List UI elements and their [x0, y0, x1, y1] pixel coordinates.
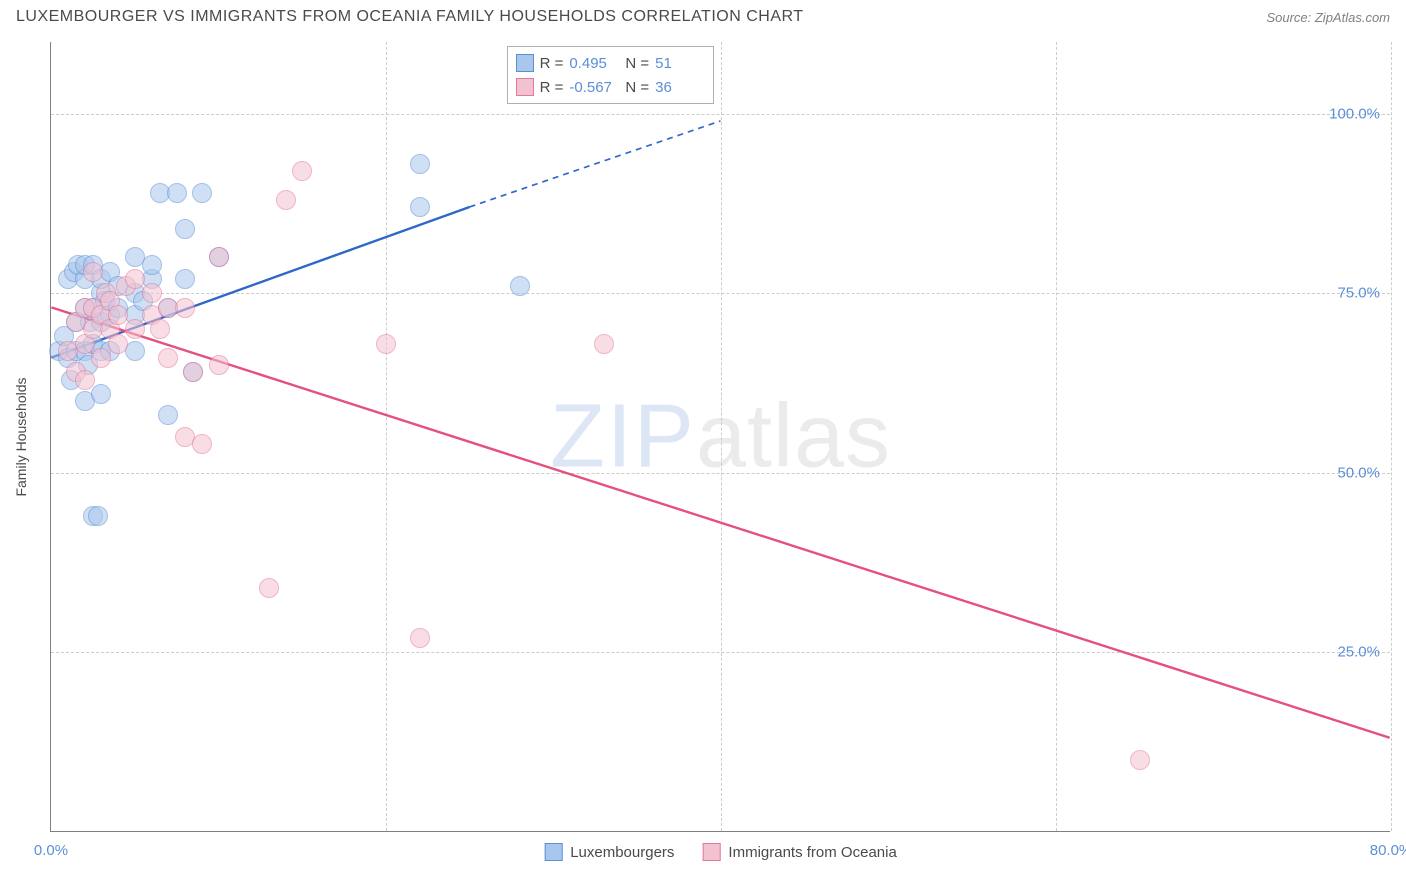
y-axis-label: Family Households — [13, 377, 29, 496]
legend-swatch-2 — [702, 843, 720, 861]
data-point — [292, 161, 312, 181]
data-point — [108, 305, 128, 325]
data-point — [410, 154, 430, 174]
data-point — [158, 348, 178, 368]
watermark-zip: ZIP — [550, 386, 696, 486]
gridline-h — [51, 473, 1390, 474]
data-point — [259, 578, 279, 598]
data-point — [410, 197, 430, 217]
chart-title: LUXEMBOURGER VS IMMIGRANTS FROM OCEANIA … — [16, 8, 804, 26]
data-point — [108, 334, 128, 354]
data-point — [183, 362, 203, 382]
y-tick-label: 25.0% — [1337, 644, 1380, 661]
stat-value-n: 36 — [655, 79, 705, 96]
data-point — [276, 190, 296, 210]
data-point — [175, 269, 195, 289]
stats-swatch — [516, 78, 534, 96]
stats-swatch — [516, 54, 534, 72]
data-point — [510, 276, 530, 296]
data-point — [594, 334, 614, 354]
legend-label-1: Luxembourgers — [570, 844, 674, 861]
data-point — [192, 434, 212, 454]
gridline-v — [1056, 42, 1057, 831]
legend-label-2: Immigrants from Oceania — [728, 844, 896, 861]
data-point — [209, 355, 229, 375]
data-point — [410, 628, 430, 648]
watermark-atlas: atlas — [696, 386, 891, 486]
stats-row: R = -0.567 N = 36 — [516, 75, 706, 99]
data-point — [175, 298, 195, 318]
stat-label-n: N = — [625, 79, 649, 96]
x-tick-label: 0.0% — [34, 842, 68, 859]
data-point — [192, 183, 212, 203]
stats-row: R = 0.495 N = 51 — [516, 51, 706, 75]
data-point — [158, 405, 178, 425]
data-point — [142, 255, 162, 275]
data-point — [376, 334, 396, 354]
legend-swatch-1 — [544, 843, 562, 861]
data-point — [1130, 750, 1150, 770]
data-point — [88, 506, 108, 526]
correlation-stats-box: R = 0.495 N = 51 R = -0.567 N = 36 — [507, 46, 715, 104]
data-point — [167, 183, 187, 203]
data-point — [91, 384, 111, 404]
chart-legend: Luxembourgers Immigrants from Oceania — [544, 843, 897, 861]
data-point — [83, 262, 103, 282]
y-tick-label: 75.0% — [1337, 285, 1380, 302]
data-point — [125, 269, 145, 289]
source-attribution: Source: ZipAtlas.com — [1266, 10, 1390, 25]
gridline-v — [1391, 42, 1392, 831]
gridline-h — [51, 652, 1390, 653]
stat-value-r: -0.567 — [569, 79, 619, 96]
stat-label-r: R = — [540, 79, 564, 96]
gridline-h — [51, 293, 1390, 294]
gridline-v — [721, 42, 722, 831]
stat-value-n: 51 — [655, 55, 705, 72]
stat-label-r: R = — [540, 55, 564, 72]
data-point — [175, 219, 195, 239]
stat-value-r: 0.495 — [569, 55, 619, 72]
data-point — [142, 283, 162, 303]
data-point — [150, 319, 170, 339]
x-tick-label: 80.0% — [1370, 842, 1406, 859]
y-tick-label: 50.0% — [1337, 464, 1380, 481]
data-point — [75, 370, 95, 390]
stat-label-n: N = — [625, 55, 649, 72]
y-tick-label: 100.0% — [1329, 105, 1380, 122]
legend-item-1: Luxembourgers — [544, 843, 674, 861]
data-point — [209, 247, 229, 267]
gridline-h — [51, 114, 1390, 115]
gridline-v — [386, 42, 387, 831]
data-point — [125, 319, 145, 339]
legend-item-2: Immigrants from Oceania — [702, 843, 896, 861]
scatter-chart: Family Households ZIPatlas R =0.495N =51… — [50, 42, 1390, 832]
data-point — [91, 348, 111, 368]
title-bar: LUXEMBOURGER VS IMMIGRANTS FROM OCEANIA … — [0, 0, 1406, 30]
